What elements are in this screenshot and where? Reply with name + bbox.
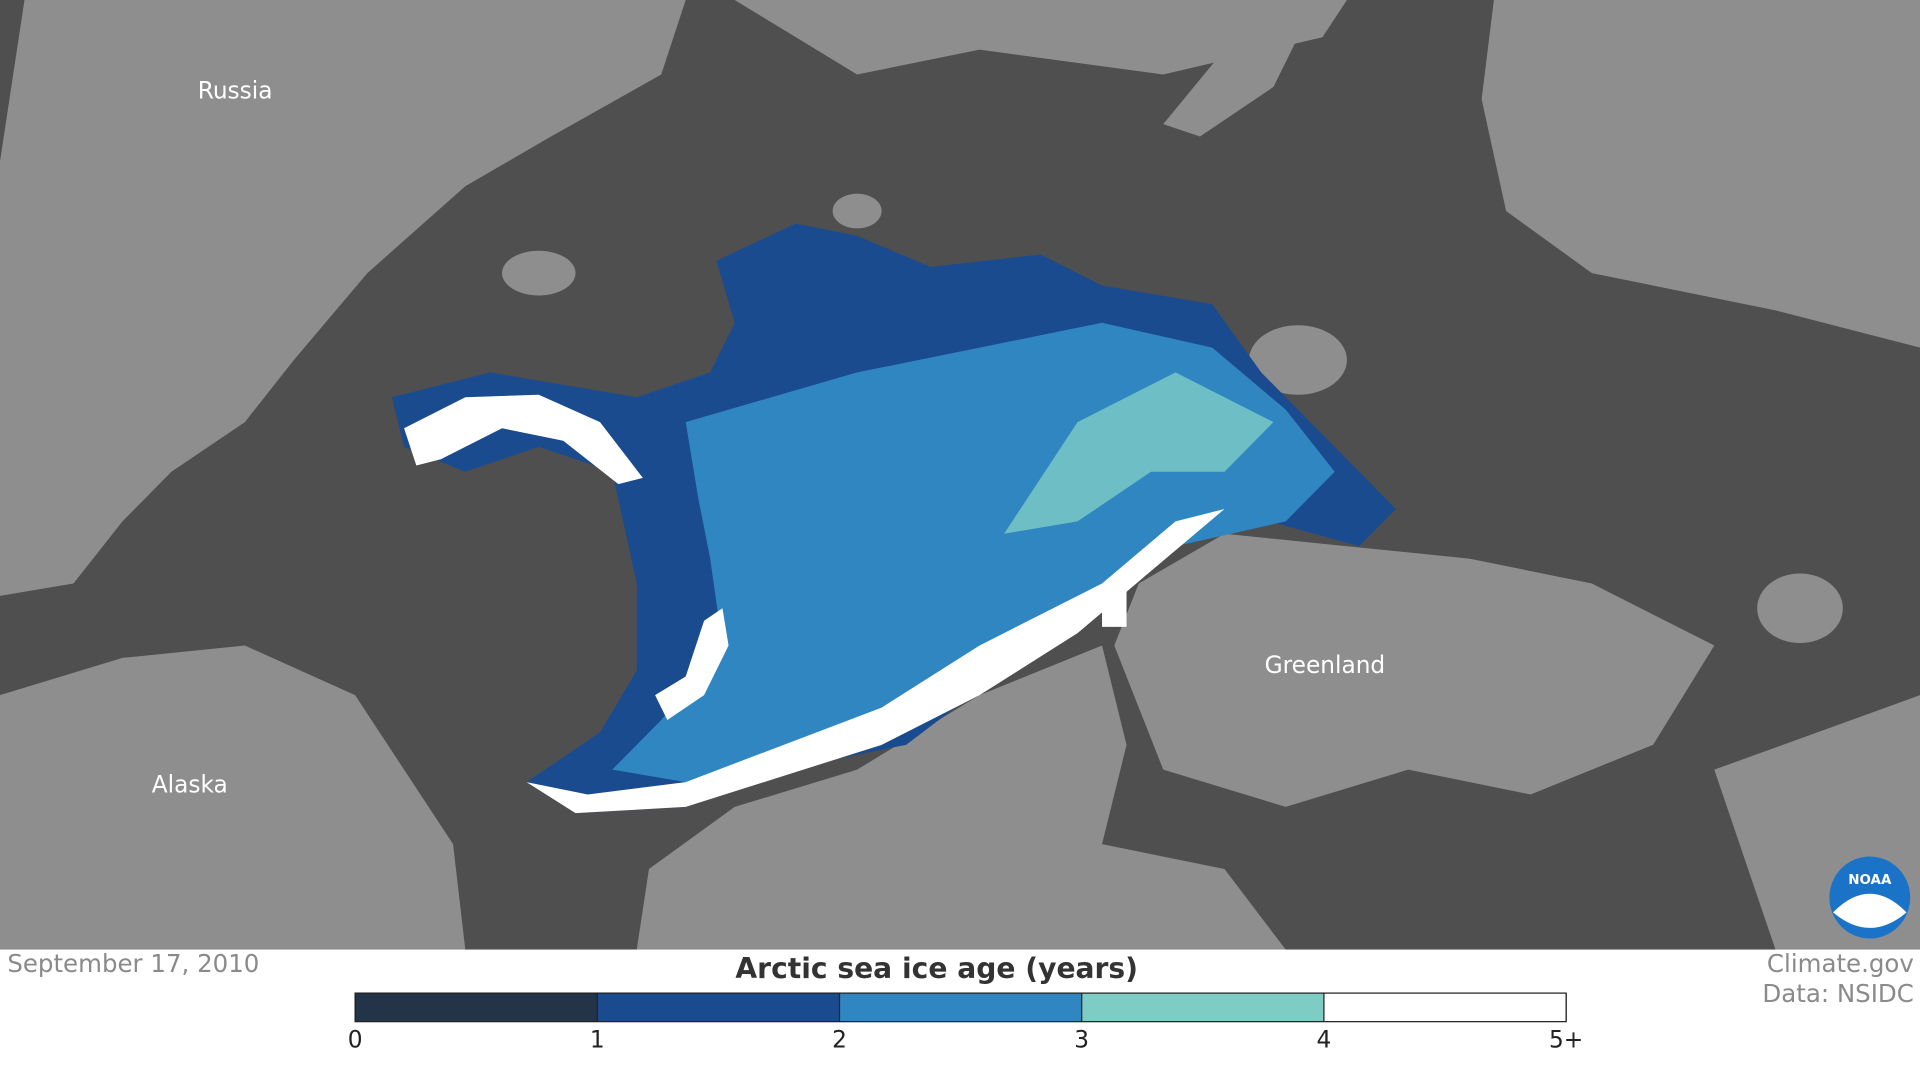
- legend-swatch: [355, 993, 598, 1022]
- logo-text: NOAA: [1848, 872, 1892, 888]
- sea-ice: [391, 223, 1396, 814]
- legend-tick-label: 0: [348, 1026, 363, 1054]
- place-label: Greenland: [1265, 651, 1386, 679]
- place-label: Alaska: [152, 770, 228, 798]
- source: Data: NSIDC: [1762, 979, 1913, 1008]
- credit: Climate.gov: [1767, 949, 1914, 978]
- place-label: Russia: [198, 76, 273, 104]
- legend-tick-label: 5+: [1549, 1026, 1583, 1054]
- legend-swatch: [597, 993, 840, 1022]
- date: September 17, 2010: [7, 949, 259, 978]
- legend-title: Arctic sea ice age (years): [735, 952, 1138, 985]
- legend: 0 1 2 3 4 5+: [348, 992, 1583, 1054]
- noaa-logo: NOAA: [1829, 856, 1911, 939]
- legend-swatch: [1323, 993, 1567, 1022]
- land: [0, 0, 1920, 950]
- legend-tick-label: 2: [832, 1026, 847, 1054]
- legend-tick-label: 3: [1074, 1026, 1089, 1054]
- legend-tick-label: 1: [590, 1026, 605, 1054]
- legend-tick-label: 4: [1317, 1026, 1332, 1054]
- legend-swatch: [1081, 993, 1324, 1022]
- legend-swatch: [839, 993, 1082, 1022]
